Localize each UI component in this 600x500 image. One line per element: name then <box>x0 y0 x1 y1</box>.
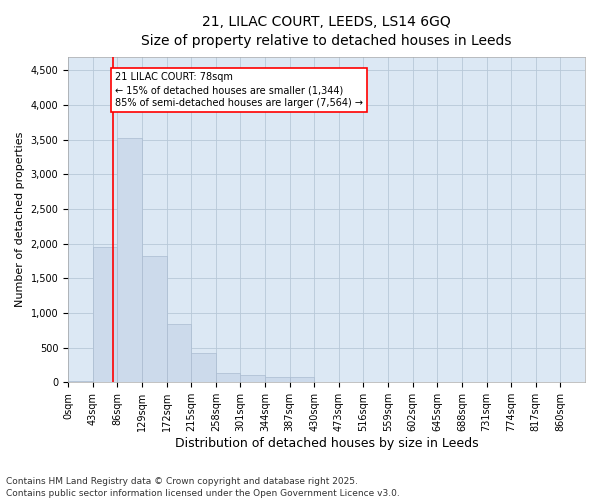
Title: 21, LILAC COURT, LEEDS, LS14 6GQ
Size of property relative to detached houses in: 21, LILAC COURT, LEEDS, LS14 6GQ Size of… <box>142 15 512 48</box>
Bar <box>265 377 290 382</box>
Text: 21 LILAC COURT: 78sqm
← 15% of detached houses are smaller (1,344)
85% of semi-d: 21 LILAC COURT: 78sqm ← 15% of detached … <box>115 72 363 108</box>
Y-axis label: Number of detached properties: Number of detached properties <box>15 132 25 307</box>
Bar <box>290 378 314 382</box>
Bar <box>142 256 167 382</box>
Bar <box>216 372 241 382</box>
Bar <box>93 247 118 382</box>
Text: Contains HM Land Registry data © Crown copyright and database right 2025.
Contai: Contains HM Land Registry data © Crown c… <box>6 476 400 498</box>
Bar <box>241 376 265 382</box>
Bar <box>68 380 93 382</box>
X-axis label: Distribution of detached houses by size in Leeds: Distribution of detached houses by size … <box>175 437 478 450</box>
Bar <box>191 352 216 382</box>
Bar <box>167 324 191 382</box>
Bar <box>118 138 142 382</box>
